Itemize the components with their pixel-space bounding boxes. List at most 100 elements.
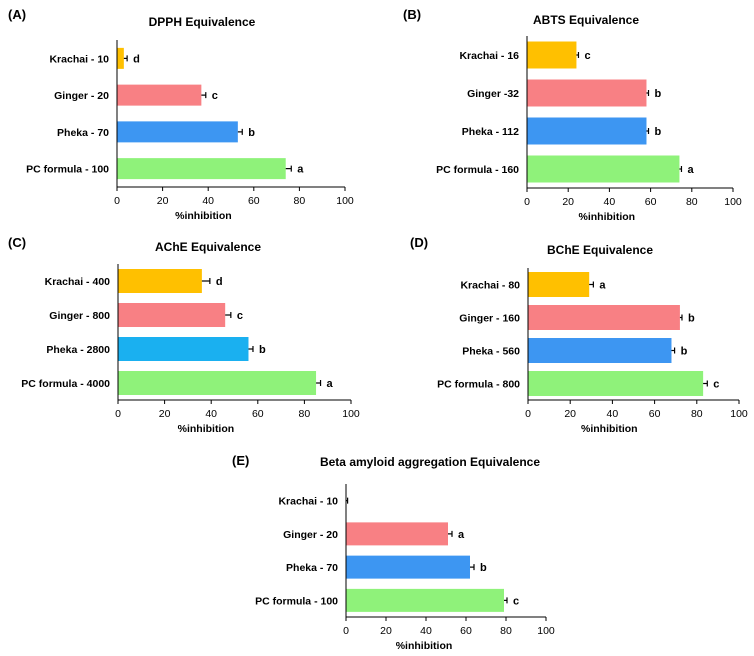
category-label: Krachai - 10 xyxy=(49,53,109,65)
panel-letter: (C) xyxy=(8,235,26,250)
significance-letter: a xyxy=(687,164,694,176)
significance-letter: d xyxy=(133,53,140,65)
x-tick-label: 20 xyxy=(380,625,392,637)
bar xyxy=(527,41,577,69)
category-label: Pheka - 2800 xyxy=(46,344,110,356)
x-tick-label: 0 xyxy=(525,408,531,420)
category-label: Pheka - 70 xyxy=(286,562,338,574)
chart-panel-4: (D) BChE Equivalence a Krachai - 80 b Ginger … xyxy=(410,235,748,435)
significance-letter: b xyxy=(655,126,662,138)
bar xyxy=(117,84,202,106)
category-label: PC formula - 800 xyxy=(437,379,520,391)
x-tick-label: 0 xyxy=(114,195,120,207)
chart-title: ABTS Equivalence xyxy=(533,13,639,27)
category-label: Ginger - 800 xyxy=(49,310,110,322)
x-tick-label: 60 xyxy=(460,625,472,637)
x-tick-label: 60 xyxy=(248,195,260,207)
panel-letter: (A) xyxy=(8,7,26,22)
x-tick-label: 60 xyxy=(645,196,657,208)
x-tick-label: 60 xyxy=(649,408,661,420)
x-tick-label: 80 xyxy=(299,408,311,420)
x-tick-label: 80 xyxy=(500,625,512,637)
x-axis-label: %inhibition xyxy=(581,423,638,435)
significance-letter: b xyxy=(688,313,695,325)
bar xyxy=(527,155,680,183)
chart-title: DPPH Equivalence xyxy=(149,15,256,29)
significance-letter: b xyxy=(480,562,487,574)
category-label: Krachai - 10 xyxy=(278,496,338,508)
significance-letter: b xyxy=(259,344,266,356)
chart-panel-5: (E) Beta amyloid aggregation Equivalence K… xyxy=(232,453,555,652)
category-label: Ginger - 20 xyxy=(283,529,338,541)
chart-title: BChE Equivalence xyxy=(547,243,653,257)
bar xyxy=(118,337,249,361)
bar xyxy=(346,588,504,612)
x-tick-label: 0 xyxy=(343,625,349,637)
x-tick-label: 0 xyxy=(115,408,121,420)
bar xyxy=(117,158,286,180)
category-label: Krachai - 400 xyxy=(45,276,111,288)
bar xyxy=(118,269,202,293)
x-tick-label: 100 xyxy=(724,196,742,208)
significance-letter: b xyxy=(248,127,255,139)
category-label: Pheka - 112 xyxy=(462,126,519,138)
x-tick-label: 40 xyxy=(202,195,214,207)
category-label: PC formula - 160 xyxy=(436,164,519,176)
bar xyxy=(528,371,704,396)
chart-title: Beta amyloid aggregation Equivalence xyxy=(320,455,540,469)
category-label: Ginger - 160 xyxy=(459,313,520,325)
panel-letter: (D) xyxy=(410,235,428,250)
bar xyxy=(528,305,680,330)
x-tick-label: 20 xyxy=(564,408,576,420)
chart-panel-3: (C) AChE Equivalence d Krachai - 400 c Ginger… xyxy=(8,235,360,435)
x-axis-label: %inhibition xyxy=(579,211,636,223)
significance-letter: b xyxy=(655,88,662,100)
x-tick-label: 100 xyxy=(342,408,360,420)
x-tick-label: 100 xyxy=(537,625,555,637)
category-label: PC formula - 4000 xyxy=(21,378,110,390)
bar xyxy=(527,79,647,107)
x-axis-label: %inhibition xyxy=(175,210,232,222)
significance-letter: c xyxy=(212,90,218,102)
x-tick-label: 40 xyxy=(607,408,619,420)
bar xyxy=(346,555,470,579)
x-tick-label: 20 xyxy=(159,408,171,420)
bar xyxy=(118,303,226,327)
chart-title: AChE Equivalence xyxy=(155,240,261,254)
significance-letter: a xyxy=(599,280,606,292)
x-tick-label: 40 xyxy=(604,196,616,208)
category-label: Pheka - 70 xyxy=(57,127,109,139)
bar xyxy=(527,117,647,145)
category-label: PC formula - 100 xyxy=(26,164,109,176)
bar xyxy=(528,272,590,297)
significance-letter: c xyxy=(237,310,243,322)
significance-letter: c xyxy=(584,50,590,62)
category-label: PC formula - 100 xyxy=(255,595,338,607)
x-tick-label: 80 xyxy=(691,408,703,420)
x-tick-label: 80 xyxy=(294,195,306,207)
category-label: Ginger -32 xyxy=(467,88,519,100)
x-tick-label: 60 xyxy=(252,408,264,420)
bar xyxy=(117,121,238,143)
panel-letter: (B) xyxy=(403,7,421,22)
x-tick-label: 0 xyxy=(524,196,530,208)
significance-letter: c xyxy=(713,379,719,391)
category-label: Ginger - 20 xyxy=(54,90,109,102)
x-tick-label: 20 xyxy=(562,196,574,208)
significance-letter: c xyxy=(513,595,519,607)
significance-letter: a xyxy=(327,378,334,390)
panel-letter: (E) xyxy=(232,453,249,468)
bar xyxy=(346,522,448,546)
category-label: Krachai - 16 xyxy=(459,50,519,62)
chart-panel-2: (B) ABTS Equivalence c Krachai - 16 b Ginger … xyxy=(403,7,742,223)
bar xyxy=(118,371,317,395)
category-label: Pheka - 560 xyxy=(462,346,520,358)
x-tick-label: 80 xyxy=(686,196,698,208)
significance-letter: a xyxy=(297,164,304,176)
chart-panel-1: (A) DPPH Equivalence d Krachai - 10 c Ginger … xyxy=(8,7,354,222)
x-axis-label: %inhibition xyxy=(396,640,453,652)
x-tick-label: 40 xyxy=(420,625,432,637)
significance-letter: d xyxy=(216,276,223,288)
significance-letter: b xyxy=(681,346,688,358)
